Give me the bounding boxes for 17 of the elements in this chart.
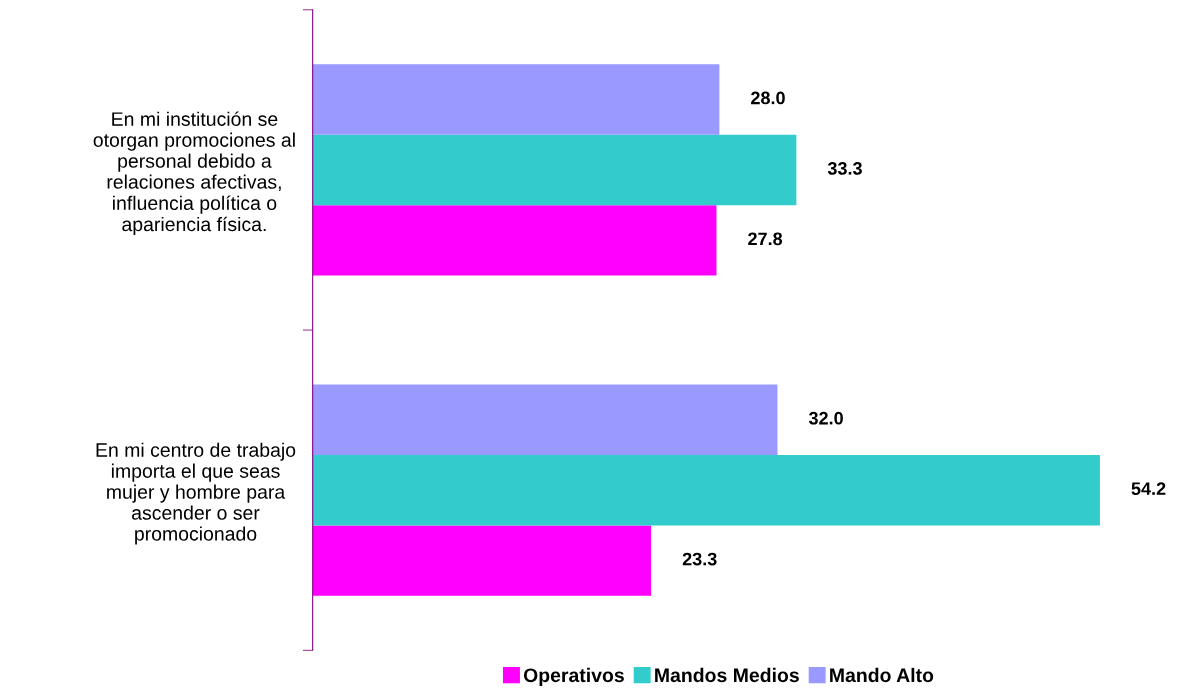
- y-tick-label: En mi centro de trabajo importa el que seas mujer y hombre para ascender o ser promocionado: [96, 442, 296, 545]
- bar: [312, 454, 1100, 526]
- data-label: 54.2: [1131, 482, 1166, 496]
- bar: [312, 205, 717, 276]
- bar: [312, 134, 797, 206]
- y-tick-label: En mi institución se otorgan promociones al personal debido a relaciones afectivas, influencia política o apariencia física.: [93, 111, 295, 236]
- data-label: 27.8: [748, 232, 783, 246]
- bar: [312, 64, 720, 135]
- data-label: 23.3: [682, 552, 717, 566]
- bar: [312, 525, 652, 596]
- data-label: 28.0: [751, 91, 785, 105]
- bar: [312, 384, 778, 455]
- legend-label: Mandos Medios: [655, 667, 799, 683]
- data-label: 32.0: [808, 411, 843, 425]
- legend-label: Mando Alto: [830, 667, 934, 683]
- data-label: 33.3: [827, 161, 862, 175]
- legend-label: Operativos: [523, 667, 624, 686]
